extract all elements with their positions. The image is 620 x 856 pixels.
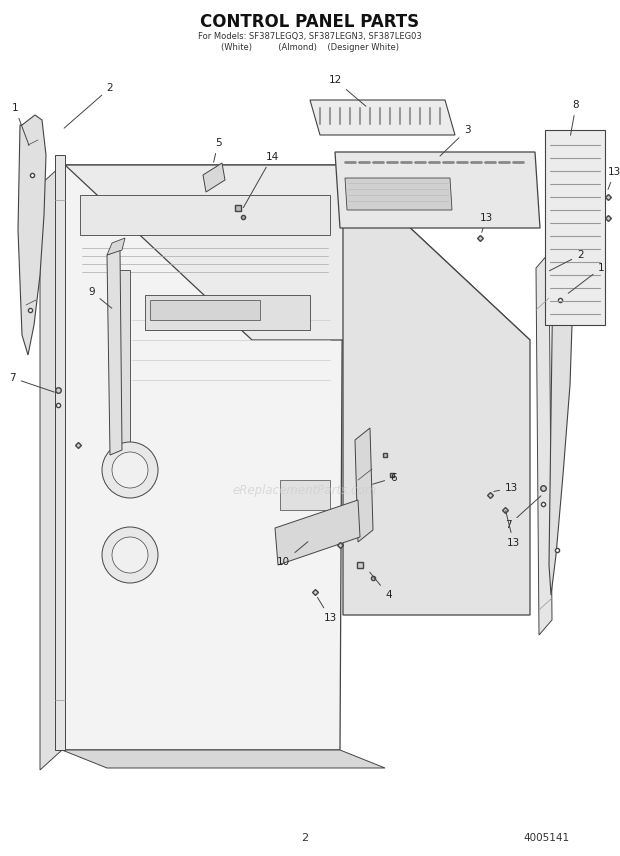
Text: 13: 13 [506,511,520,548]
Text: 5: 5 [214,138,221,163]
Polygon shape [40,165,62,770]
Circle shape [102,442,158,498]
Text: 2: 2 [301,833,309,843]
Polygon shape [62,165,343,750]
Text: 7: 7 [505,496,541,530]
Polygon shape [80,195,330,235]
Text: 3: 3 [440,125,471,156]
Text: 7: 7 [9,373,55,392]
Polygon shape [62,750,385,768]
Text: 13: 13 [317,597,337,623]
Text: 10: 10 [277,542,308,567]
Text: 4005141: 4005141 [524,833,570,843]
Text: 13: 13 [608,167,620,189]
Polygon shape [275,500,360,565]
Polygon shape [107,250,122,455]
Polygon shape [549,255,573,595]
Polygon shape [355,428,373,542]
Text: 12: 12 [329,75,366,106]
Polygon shape [536,253,552,635]
Text: 2: 2 [549,250,583,270]
Polygon shape [310,100,455,135]
Polygon shape [65,165,530,340]
Polygon shape [335,152,540,228]
Text: 14: 14 [244,152,278,208]
Text: 13: 13 [479,213,493,232]
Polygon shape [345,178,452,210]
Text: (White)          (Almond)    (Designer White): (White) (Almond) (Designer White) [221,43,399,51]
Polygon shape [545,130,605,325]
Polygon shape [150,300,260,320]
Text: 4: 4 [370,572,392,600]
Polygon shape [280,480,330,510]
Circle shape [112,537,148,573]
Polygon shape [343,165,530,615]
Polygon shape [115,270,130,470]
Polygon shape [107,238,125,255]
Text: 6: 6 [373,473,397,484]
Polygon shape [18,115,46,355]
Text: 8: 8 [570,100,579,135]
Text: 2: 2 [64,83,113,128]
Text: 13: 13 [494,483,518,493]
Text: 1: 1 [12,103,29,146]
Polygon shape [55,155,65,750]
Polygon shape [145,295,310,330]
Circle shape [112,452,148,488]
Text: 9: 9 [89,287,112,308]
Text: CONTROL PANEL PARTS: CONTROL PANEL PARTS [200,13,420,31]
Text: For Models: SF387LEGQ3, SF387LEGN3, SF387LEG03: For Models: SF387LEGQ3, SF387LEGN3, SF38… [198,32,422,40]
Polygon shape [203,163,225,192]
Circle shape [102,527,158,583]
Text: eReplacementParts.com: eReplacementParts.com [233,484,377,496]
Text: 1: 1 [568,263,604,294]
